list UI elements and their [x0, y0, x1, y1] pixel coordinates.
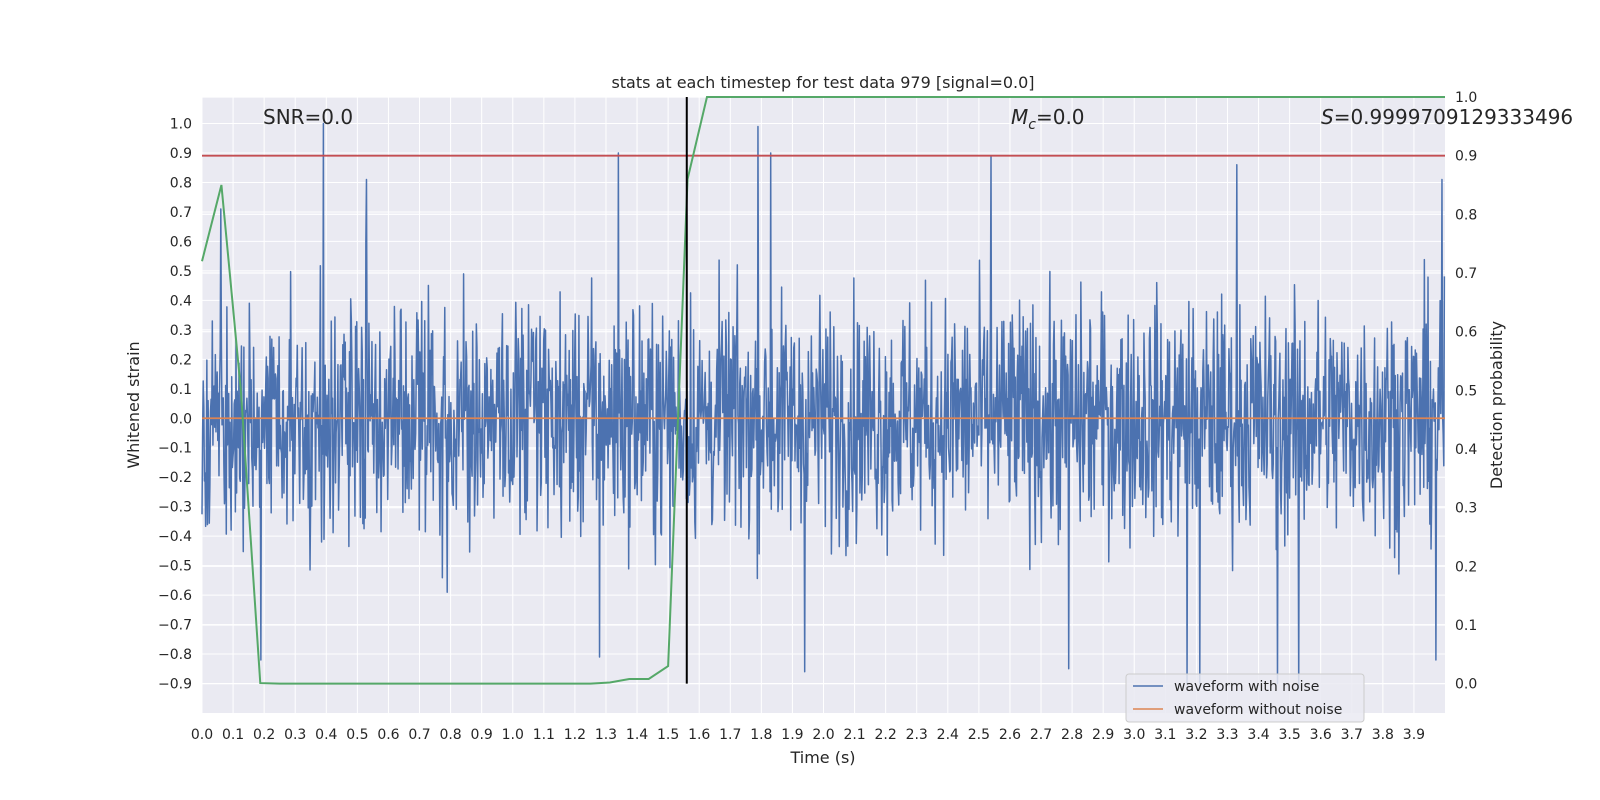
legend-box [1125, 673, 1365, 723]
annotation-chirp-mass: Mc=0.0 [1011, 105, 1085, 133]
x-tick-label: 3.9 [1403, 727, 1425, 743]
y-tick-label: 0.7 [170, 205, 192, 221]
annotation-snr: SNR=0.0 [263, 105, 353, 129]
chart-title: stats at each timestep for test data 979… [611, 73, 1034, 92]
y-tick-label: −0.3 [158, 500, 192, 516]
y-tick-label: −0.8 [158, 647, 192, 663]
y-tick-label: 0.5 [170, 264, 192, 280]
x-tick-label: 2.5 [968, 727, 990, 743]
y-tick-label: −0.9 [158, 677, 192, 693]
annotation-mc-subscript: c [1028, 117, 1036, 133]
x-tick-label: 3.8 [1372, 727, 1394, 743]
y-tick-label: −0.1 [158, 441, 192, 457]
annotation-score: S=0.9999709129333496 [1321, 105, 1573, 129]
y2-tick-label: 0.0 [1455, 677, 1477, 693]
x-tick-label: 2.9 [1092, 727, 1114, 743]
y2-tick-label: 0.3 [1455, 501, 1477, 517]
x-tick-label: 2.2 [875, 727, 897, 743]
y-tick-label: 0.6 [170, 234, 192, 250]
y-tick-label: −0.7 [158, 618, 192, 634]
y-tick-label: 0.3 [170, 323, 192, 339]
y2-tick-label: 0.1 [1455, 618, 1477, 634]
x-axis-label: Time (s) [789, 748, 855, 767]
y2-tick-label: 0.2 [1455, 559, 1477, 575]
x-tick-label: 0.5 [346, 727, 368, 743]
x-tick-label: 2.3 [906, 727, 928, 743]
y2-tick-label: 1.0 [1455, 90, 1477, 106]
legend: waveform with noise waveform without noi… [1125, 673, 1365, 723]
x-tick-label: 1.5 [657, 727, 679, 743]
x-tick-label: 1.8 [750, 727, 772, 743]
x-tick-label: 3.5 [1278, 727, 1300, 743]
x-tick-label: 3.6 [1310, 727, 1332, 743]
x-tick-label: 3.0 [1123, 727, 1145, 743]
y-tick-label: 1.0 [170, 117, 192, 133]
y-tick-label: −0.4 [158, 529, 192, 545]
x-tick-label: 2.0 [812, 727, 834, 743]
y2-axis-label: Detection probability [1487, 321, 1506, 489]
x-tick-label: 1.2 [564, 727, 586, 743]
x-tick-label: 1.6 [688, 727, 710, 743]
x-tick-label: 0.3 [284, 727, 306, 743]
x-tick-labels: 0.0 0.1 0.2 0.3 0.4 0.5 0.6 0.7 0.8 0.9 1.0 1.1 1.2 1… [191, 727, 1425, 743]
annotation-s-value: =0.9999709129333496 [1334, 105, 1573, 129]
noise-waveform-line [201, 122, 1446, 691]
y-tick-label: 0.2 [170, 352, 192, 368]
x-tick-label: 0.2 [253, 727, 275, 743]
y2-tick-label: 0.5 [1455, 383, 1477, 399]
series-waveform-with-noise [201, 122, 1446, 691]
x-tick-label: 1.1 [533, 727, 555, 743]
y-tick-label: 0.8 [170, 175, 192, 191]
x-tick-label: 1.7 [719, 727, 741, 743]
y-tick-label: 0.0 [170, 411, 192, 427]
legend-label-noise: waveform with noise [1174, 679, 1319, 695]
probability-line [201, 96, 1445, 685]
x-tick-label: 1.9 [781, 727, 803, 743]
y2-tick-label: 0.9 [1455, 149, 1477, 165]
x-tick-label: 3.7 [1341, 727, 1363, 743]
x-tick-label: 2.6 [999, 727, 1021, 743]
y2-tick-label: 0.6 [1455, 325, 1477, 341]
x-tick-label: 3.3 [1216, 727, 1238, 743]
x-tick-label: 1.0 [502, 727, 524, 743]
annotation-s-symbol: S [1321, 105, 1334, 129]
x-tick-label: 1.4 [626, 727, 648, 743]
y-tick-label: 0.1 [170, 382, 192, 398]
x-tick-label: 0.4 [315, 727, 337, 743]
annotation-mc-value: =0.0 [1036, 105, 1085, 129]
x-tick-label: 2.8 [1061, 727, 1083, 743]
y2-tick-label: 0.8 [1455, 207, 1477, 223]
x-tick-label: 3.1 [1154, 727, 1176, 743]
annotation-mc-symbol: M [1011, 105, 1028, 129]
legend-label-clean: waveform without noise [1174, 702, 1342, 718]
y2-tick-label: 0.7 [1455, 266, 1477, 282]
series-detection-probability [201, 96, 1445, 685]
x-tick-label: 2.4 [937, 727, 959, 743]
y-tick-label: 0.4 [170, 293, 192, 309]
x-tick-label: 3.4 [1247, 727, 1269, 743]
x-tick-label: 2.7 [1030, 727, 1052, 743]
x-tick-label: 0.8 [439, 727, 461, 743]
x-tick-label: 0.6 [377, 727, 399, 743]
y-tick-labels: 1.0 0.9 0.8 0.7 0.6 0.5 0.4 0.3 0.2 0.1 0.0 −0.1 −0.… [158, 117, 192, 693]
x-tick-label: 0.9 [471, 727, 493, 743]
x-tick-label: 3.2 [1185, 727, 1207, 743]
y-axis-label: Whitened strain [124, 341, 143, 468]
x-tick-label: 0.7 [408, 727, 430, 743]
x-tick-label: 0.1 [222, 727, 244, 743]
x-tick-label: 2.1 [843, 727, 865, 743]
y-tick-label: −0.6 [158, 588, 192, 604]
y2-tick-label: 0.4 [1455, 442, 1477, 458]
y-tick-label: 0.9 [170, 146, 192, 162]
x-tick-label: 0.0 [191, 727, 213, 743]
y-tick-label: −0.2 [158, 470, 192, 486]
y-tick-label: −0.5 [158, 559, 192, 575]
y2-tick-labels: 1.0 0.9 0.8 0.7 0.6 0.5 0.4 0.3 0.2 0.1 0.0 [1455, 90, 1477, 693]
x-tick-label: 1.3 [595, 727, 617, 743]
